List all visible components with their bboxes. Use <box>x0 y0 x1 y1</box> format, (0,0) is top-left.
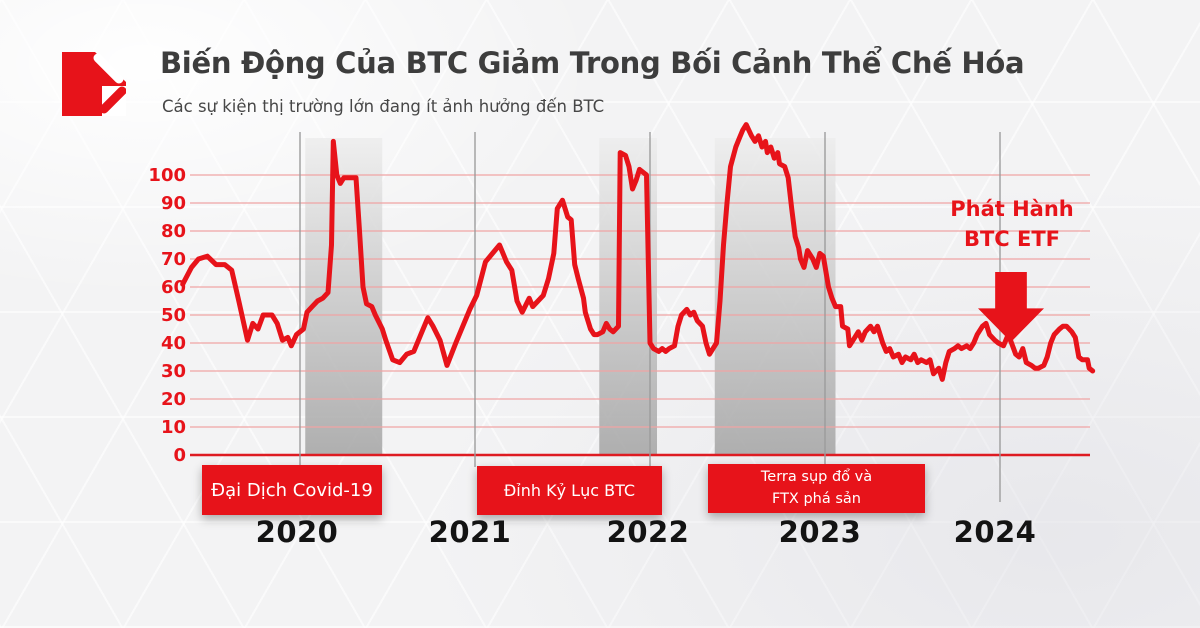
x-tick-label-2020: 2020 <box>255 515 339 549</box>
event-box-terra-ftx: Terra sụp đổ và FTX phá sản <box>708 464 925 513</box>
y-tick-label: 50 <box>161 305 186 326</box>
btc-etf-annotation-line1: Phát Hành <box>950 197 1074 221</box>
y-tick-label: 100 <box>148 165 186 186</box>
y-tick-label: 10 <box>161 417 186 438</box>
y-tick-label: 0 <box>173 445 186 466</box>
x-tick-label-2023: 2023 <box>778 515 862 549</box>
event-box-label: Đỉnh Kỷ Lục BTC <box>503 481 636 500</box>
x-tick-label-2024: 2024 <box>953 515 1037 549</box>
page-subtitle: Các sự kiện thị trường lớn đang ít ảnh h… <box>162 97 605 116</box>
y-tick-label: 80 <box>161 221 186 242</box>
y-tick-label: 30 <box>161 361 186 382</box>
y-tick-label: 70 <box>161 249 186 270</box>
btc-etf-annotation: Phát Hành BTC ETF <box>923 194 1101 255</box>
event-box-label: Terra sụp đổ và <box>760 468 873 485</box>
btc-etf-annotation-line2: BTC ETF <box>963 227 1061 252</box>
event-box-label: Đại Dịch Covid-19 <box>211 479 373 501</box>
y-tick-label: 40 <box>161 333 186 354</box>
event-box-covid: Đại Dịch Covid-19 <box>202 465 382 515</box>
btc-volatility-line <box>180 122 1096 382</box>
x-tick-label-2022: 2022 <box>606 515 690 549</box>
event-box-btc-ath: Đỉnh Kỷ Lục BTC <box>477 466 662 515</box>
y-tick-label: 90 <box>161 193 186 214</box>
x-tick-label-2021: 2021 <box>428 515 512 549</box>
event-box-label: FTX phá sản <box>771 490 861 507</box>
event-band <box>714 138 836 455</box>
y-tick-label: 60 <box>161 277 186 298</box>
event-band <box>305 138 383 455</box>
page-title: Biến Động Của BTC Giảm Trong Bối Cảnh Th… <box>160 46 1025 80</box>
y-tick-label: 20 <box>161 389 186 410</box>
brand-logo-icon <box>62 52 126 116</box>
